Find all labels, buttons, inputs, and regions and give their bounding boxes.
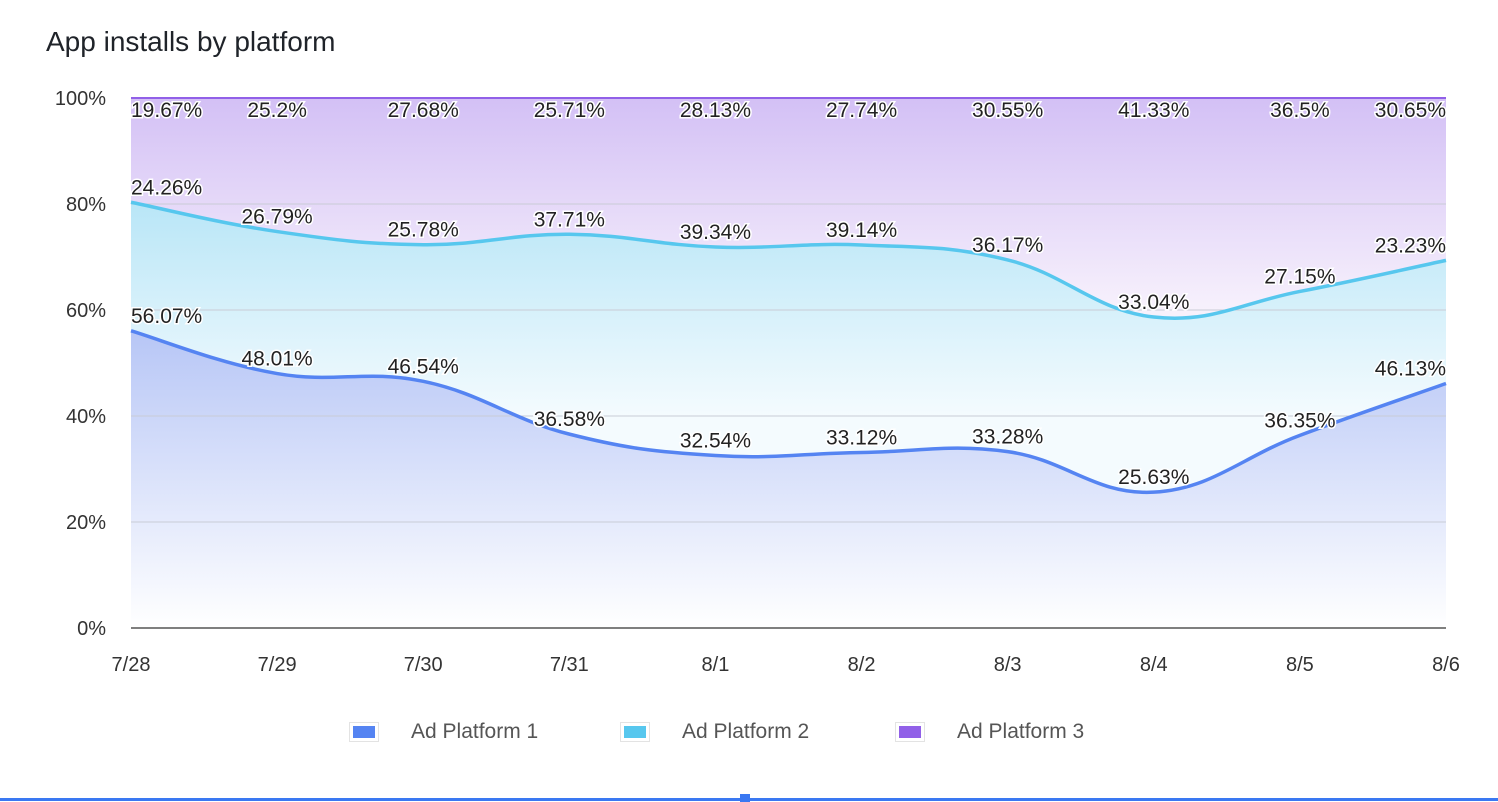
y-tick-label: 100% [55,88,106,110]
x-tick-label: 8/3 [994,654,1022,676]
data-label: 30.65% [1375,99,1446,122]
area-ad-platform-3 [131,97,1446,319]
line-ad-platform-2 [130,200,1447,320]
y-tick-label: 0% [77,618,106,640]
legend-swatch [349,722,379,742]
data-label: 33.28% [972,426,1043,449]
x-tick-label: 8/1 [702,654,730,676]
x-tick-label: 7/28 [112,654,151,676]
data-label: 46.13% [1375,358,1446,381]
legend-label: Ad Platform 3 [957,720,1085,743]
data-label: 39.34% [680,221,751,244]
legend-item-ad-platform-3[interactable]: Ad Platform 3 [895,720,1084,744]
area-ad-platform-1 [131,330,1446,628]
legend-label: Ad Platform 1 [411,720,539,743]
legend-label: Ad Platform 2 [682,720,810,743]
data-label: 37.71% [534,208,605,231]
x-tick-label: 7/30 [404,654,443,676]
data-label: 25.63% [1118,466,1189,489]
x-tick-label: 8/2 [848,654,876,676]
x-tick-label: 8/4 [1140,654,1168,676]
chart-title: App installs by platform [46,26,336,57]
data-label: 39.14% [826,219,897,242]
data-label: 33.04% [1118,291,1189,314]
x-tick-label: 7/29 [258,654,297,676]
data-label: 26.79% [241,206,312,229]
y-tick-label: 60% [66,300,106,322]
data-label: 36.58% [534,408,605,431]
data-label: 25.2% [247,99,307,122]
y-tick-label: 80% [66,194,106,216]
data-label: 28.13% [680,99,751,122]
y-tick-label: 40% [66,406,106,428]
data-label: 46.54% [388,355,459,378]
line-ad-platform-1 [130,329,1447,494]
data-label: 36.17% [972,234,1043,257]
legend-swatch [620,722,650,742]
y-tick-label: 20% [66,512,106,534]
data-label: 24.26% [131,176,202,199]
x-tick-label: 7/31 [550,654,589,676]
data-label: 41.33% [1118,99,1189,122]
data-label: 27.68% [388,99,459,122]
area-ad-platform-2 [131,202,1446,493]
x-tick-label: 8/5 [1286,654,1314,676]
data-label: 48.01% [241,348,312,371]
data-label: 23.23% [1375,234,1446,257]
legend-item-ad-platform-1[interactable]: Ad Platform 1 [349,720,538,744]
data-label: 25.71% [534,99,605,122]
data-label: 33.12% [826,426,897,449]
data-label: 19.67% [131,99,202,122]
zoom-slider-handle[interactable] [740,794,750,802]
legend-swatch [895,722,925,742]
data-label: 27.74% [826,99,897,122]
x-tick-label: 8/6 [1432,654,1460,676]
legend-item-ad-platform-2[interactable]: Ad Platform 2 [620,720,809,744]
data-label: 25.78% [388,219,459,242]
legend: Ad Platform 1 Ad Platform 2 Ad Platform … [0,720,1498,750]
data-label: 30.55% [972,99,1043,122]
data-label: 27.15% [1264,265,1335,288]
data-label: 36.35% [1264,409,1335,432]
data-label: 32.54% [680,430,751,453]
data-label: 56.07% [131,305,202,328]
data-label: 36.5% [1270,99,1330,122]
